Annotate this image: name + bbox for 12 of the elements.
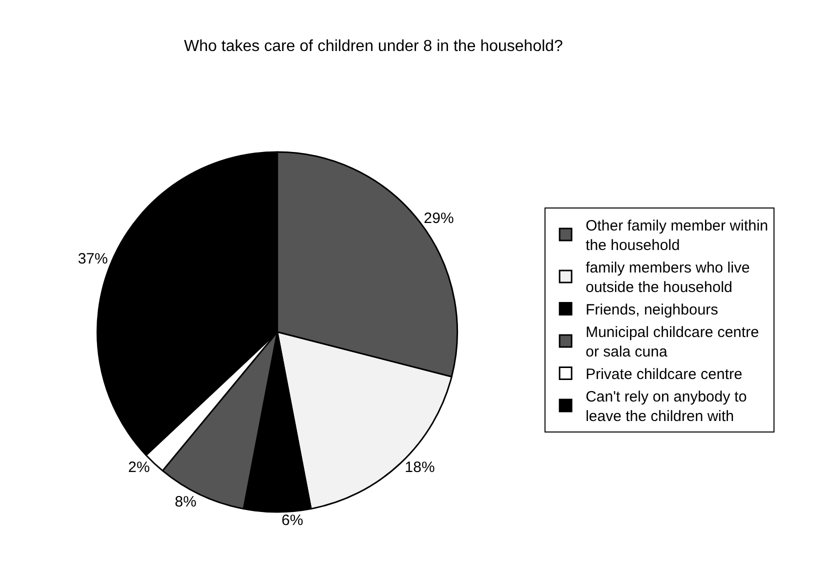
chart-title: Who takes care of children under 8 in the household?: [184, 38, 564, 56]
legend-label: Friends, neighbours: [586, 302, 718, 319]
data-label: 37%: [78, 250, 108, 268]
data-label: 18%: [404, 459, 435, 476]
data-label: 6%: [282, 512, 304, 529]
data-label: 29%: [424, 210, 454, 227]
legend-label: Can't rely on anybody to leave the children with: [586, 388, 747, 426]
legend-label: Municipal childcare centre or sala cuna: [586, 324, 760, 361]
legend-label: Private childcare centre: [586, 366, 742, 384]
legend-label: family members who live outside the household: [586, 260, 750, 296]
data-label: 8%: [174, 493, 196, 510]
data-label: 2%: [128, 459, 150, 476]
